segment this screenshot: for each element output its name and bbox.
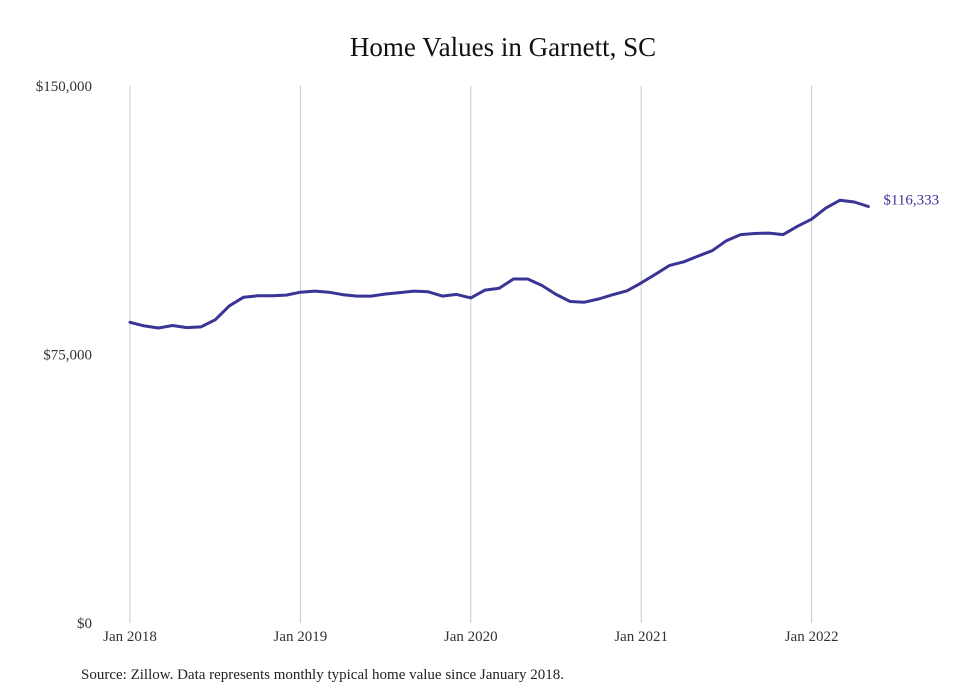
chart-title: Home Values in Garnett, SC: [349, 32, 657, 62]
y-tick-label: $75,000: [43, 348, 92, 364]
x-tick-label: Jan 2020: [444, 629, 498, 645]
gridlines: [129, 86, 813, 623]
y-tick-label: $0: [77, 616, 92, 632]
source-note: Source: Zillow. Data represents monthly …: [81, 667, 565, 683]
series: [128, 198, 870, 330]
annotations: $116,333: [883, 193, 939, 209]
end-value-label: $116,333: [883, 193, 939, 209]
y-tick-label: $150,000: [36, 79, 92, 95]
x-tick-label: Jan 2018: [103, 629, 157, 645]
series-line: [128, 198, 870, 330]
x-tick-label: Jan 2019: [274, 629, 328, 645]
x-tick-label: Jan 2021: [614, 629, 668, 645]
y-axis-ticks: $0 $75,000 $150,000: [36, 79, 92, 632]
x-axis-ticks: Jan 2018 Jan 2019 Jan 2020 Jan 2021 Jan 2022: [103, 629, 838, 645]
x-tick-label: Jan 2022: [785, 629, 839, 645]
